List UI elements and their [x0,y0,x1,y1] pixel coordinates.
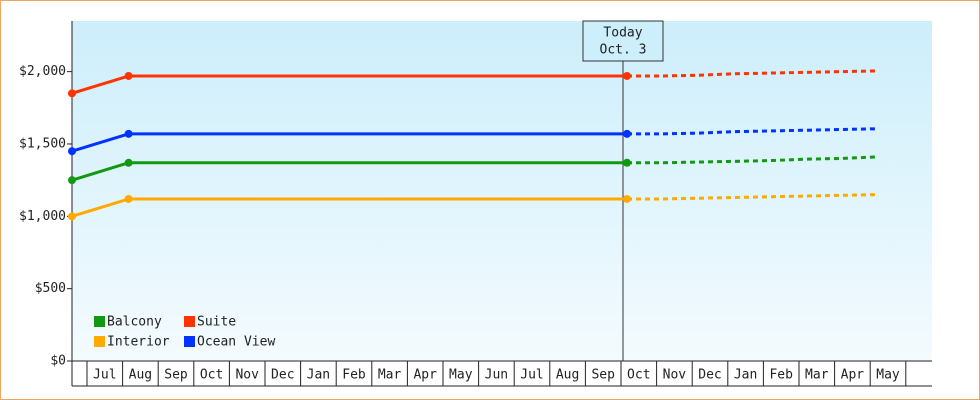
legend-swatch [94,316,105,327]
x-tick-label: Jul [93,368,116,383]
x-tick-label: May [449,368,473,383]
price-point [68,89,76,98]
x-tick-label: Aug [556,368,579,383]
legend-label: Suite [197,315,236,330]
price-point [68,212,76,221]
price-point [124,194,133,203]
price-line [71,132,627,153]
y-tick-label: $1,000 [19,209,66,224]
today-label: Oct. 3 [600,43,647,58]
y-tick-label: $0 [50,354,66,369]
price-point [124,129,133,138]
x-tick-label: Apr [413,368,437,383]
y-tick-label: $2,000 [19,64,66,79]
price-point [124,71,133,80]
x-tick-label: Oct [627,368,650,383]
x-tick-label: Dec [271,368,294,383]
legend-swatch [184,316,195,327]
legend-swatch [94,336,105,347]
legend-label: Ocean View [197,335,275,350]
today-box [582,20,664,62]
price-point [68,176,76,185]
price-line [71,74,627,95]
forecast-line [627,155,877,165]
x-tick-label: Sep [591,368,615,383]
price-line [71,197,627,218]
forecast-line [627,193,877,201]
x-tick-label: Aug [129,368,152,383]
x-tick-label: Nov [663,368,687,383]
forecast-line [627,69,877,78]
legend-label: Balcony [107,315,162,330]
x-tick-label: Jan [307,368,330,383]
forecast-line [627,127,877,136]
legend-swatch [184,336,195,347]
price-point [124,158,133,167]
plot-area [72,21,932,361]
x-tick-label: May [876,368,900,383]
x-tick-label: Mar [378,368,402,383]
x-tick-label: Jun [485,368,508,383]
x-tick-label: Jan [734,368,757,383]
today-label: Today [603,26,642,41]
y-tick-label: $1,500 [19,136,66,151]
x-tick-label: Feb [342,368,366,383]
y-tick-label: $500 [35,281,66,296]
price-point [68,147,76,156]
x-tick-label: Dec [698,368,721,383]
x-tick-label: Sep [164,368,188,383]
x-tick-label: Apr [841,368,865,383]
price-line [71,161,627,182]
x-tick-label: Feb [769,368,793,383]
legend-label: Interior [107,335,170,350]
x-tick-label: Nov [235,368,259,383]
x-tick-label: Jul [520,368,543,383]
x-tick-label: Mar [805,368,829,383]
x-tick-label: Oct [200,368,223,383]
